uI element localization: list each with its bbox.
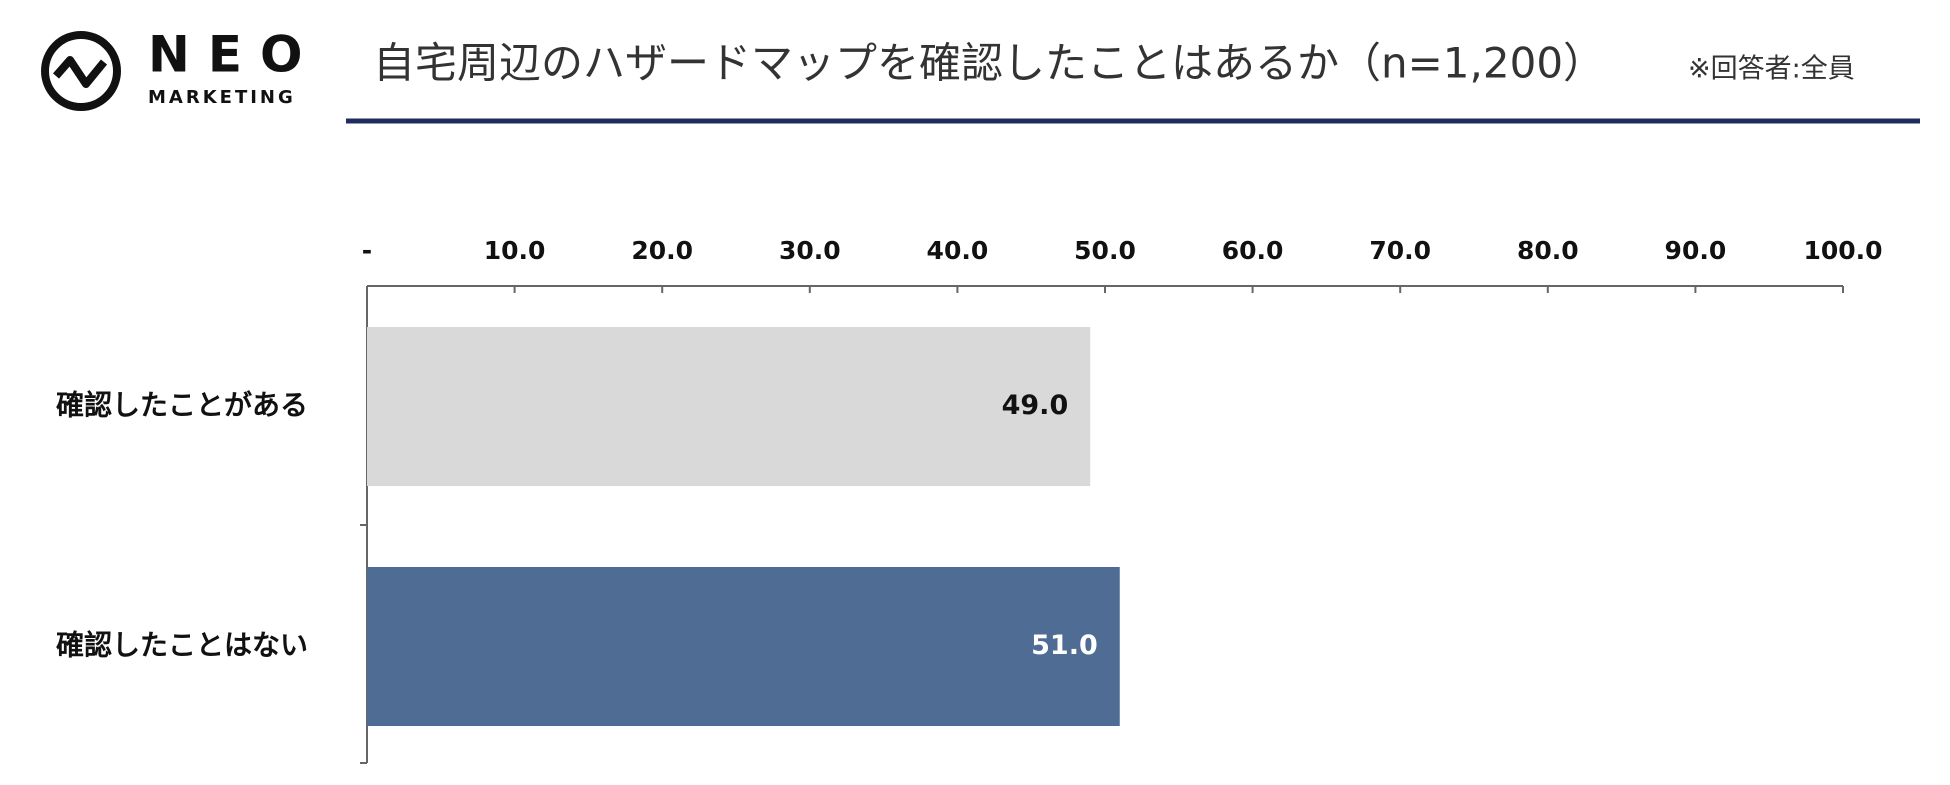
logo-sub: MARKETING	[148, 87, 296, 108]
x-tick-label: 100.0	[1803, 236, 1882, 265]
category-label: 確認したことはない	[56, 629, 308, 662]
bar	[367, 567, 1120, 726]
logo-mark	[41, 31, 121, 111]
category-label: 確認したことがある	[56, 389, 308, 422]
x-tick-label: 70.0	[1369, 236, 1431, 265]
chart-subtitle: ※回答者:全員	[1688, 54, 1855, 85]
value-label: 49.0	[1002, 390, 1069, 421]
logo-mark	[52, 56, 108, 88]
x-tick-label: 80.0	[1517, 236, 1579, 265]
x-tick-label: 30.0	[779, 236, 841, 265]
value-label: 51.0	[1031, 630, 1098, 661]
chart-title: 自宅周辺のハザードマップを確認したことはあるか（n=1,200）	[373, 39, 1605, 88]
x-tick-label: 40.0	[927, 236, 989, 265]
logo-name: NEO	[148, 26, 321, 84]
x-tick-label: -	[362, 236, 372, 265]
x-tick-label: 20.0	[631, 236, 693, 265]
x-tick-label: 10.0	[484, 236, 546, 265]
bar	[367, 327, 1091, 486]
x-tick-label: 50.0	[1074, 236, 1136, 265]
x-tick-label: 60.0	[1222, 236, 1284, 265]
x-tick-label: 90.0	[1665, 236, 1727, 265]
